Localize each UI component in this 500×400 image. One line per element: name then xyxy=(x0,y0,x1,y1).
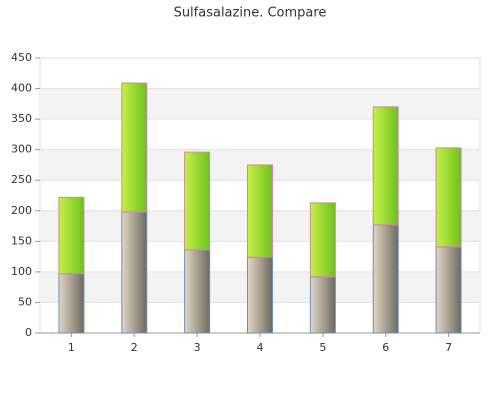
y-tick-label: 250 xyxy=(11,173,32,186)
bar-segment xyxy=(372,106,399,226)
y-tick-label: 150 xyxy=(11,234,32,247)
x-tick-label: 4 xyxy=(257,341,264,354)
grid-band xyxy=(40,88,480,120)
bar-segment xyxy=(247,164,273,258)
x-tick-label: 5 xyxy=(319,341,326,354)
y-tick-label: 400 xyxy=(11,82,32,95)
bar-segment xyxy=(184,249,211,334)
bar-segment xyxy=(58,273,85,334)
x-tick-label: 3 xyxy=(194,341,201,354)
y-tick-label: 100 xyxy=(11,265,32,278)
x-tick-label: 1 xyxy=(68,341,75,354)
bar-segment xyxy=(58,196,85,275)
bar-segment xyxy=(247,256,273,334)
y-tick-label: 350 xyxy=(11,112,32,125)
bar-segment xyxy=(435,246,462,334)
bar-segment xyxy=(184,151,211,251)
bar-segment xyxy=(309,202,336,278)
y-tick-label: 0 xyxy=(25,326,32,339)
y-tick-label: 450 xyxy=(11,51,32,64)
bar-segment xyxy=(372,224,399,334)
y-tick-label: 300 xyxy=(11,143,32,156)
bar-segment xyxy=(435,147,462,248)
y-tick-label: 50 xyxy=(18,295,32,308)
chart-title: Sulfasalazine. Compare xyxy=(174,6,327,21)
bar-segment xyxy=(309,276,336,334)
x-tick-label: 7 xyxy=(445,341,452,354)
y-tick-label: 200 xyxy=(11,204,32,217)
x-tick-label: 6 xyxy=(382,341,389,354)
bar-segment xyxy=(121,82,148,213)
bar-segment xyxy=(121,211,148,334)
x-tick-label: 2 xyxy=(131,341,138,354)
